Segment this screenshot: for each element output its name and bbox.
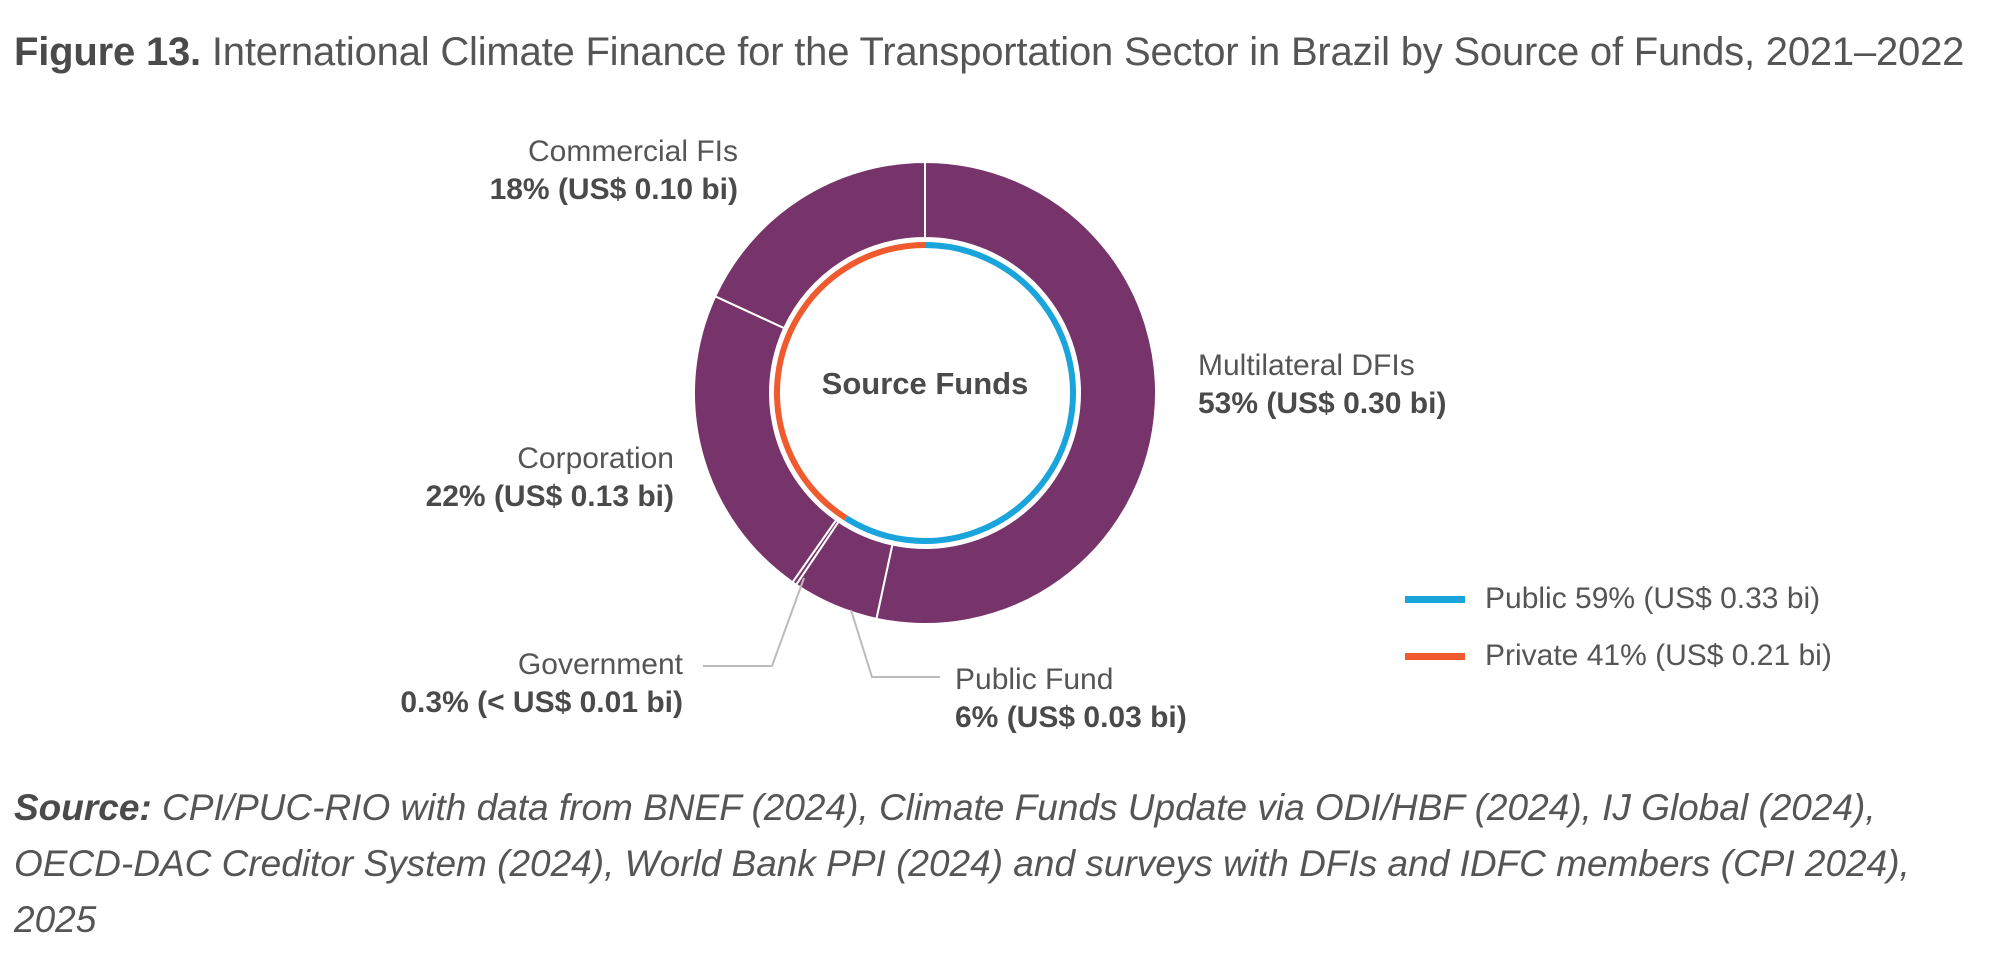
label-public-fund: Public Fund 6% (US$ 0.03 bi): [955, 661, 1187, 737]
legend-label-private: Private 41% (US$ 0.21 bi): [1485, 639, 1832, 672]
label-multilateral-dfis-value: 53% (US$ 0.30 bi): [1198, 387, 1447, 420]
outer-ring: [693, 160, 1157, 625]
inner-ring: [774, 242, 1076, 544]
outer-slice-commercial-fis: [713, 160, 926, 330]
figure-number: Figure 13.: [14, 30, 201, 74]
inner-arc-private: [774, 242, 926, 521]
source-note: Source: CPI/PUC-RIO with data from BNEF …: [14, 780, 1914, 948]
source-text: CPI/PUC-RIO with data from BNEF (2024), …: [14, 787, 1910, 940]
public-fund-leader-line: [850, 609, 940, 678]
label-multilateral-dfis-name: Multilateral DFIs: [1198, 349, 1415, 382]
label-commercial-fis-value: 18% (US$ 0.10 bi): [489, 173, 738, 206]
label-government-name: Government: [517, 648, 683, 681]
inner-arc-public: [844, 242, 1076, 544]
label-government-value: 0.3% (< US$ 0.01 bi): [400, 686, 683, 719]
label-corporation-value: 22% (US$ 0.13 bi): [425, 480, 674, 513]
legend-label-public: Public 59% (US$ 0.33 bi): [1485, 582, 1821, 615]
label-commercial-fis-name: Commercial FIs: [527, 135, 738, 168]
outer-slice-corporation: [693, 294, 838, 584]
label-government: Government 0.3% (< US$ 0.01 bi): [400, 646, 683, 722]
figure-title: Figure 13. International Climate Finance…: [14, 30, 1964, 75]
legend-item-public: Public 59% (US$ 0.33 bi): [1405, 579, 1820, 619]
label-public-fund-value: 6% (US$ 0.03 bi): [955, 701, 1187, 734]
government-leader-line: [703, 577, 805, 667]
outer-slice-multilateral-dfis: [875, 160, 1157, 625]
label-corporation: Corporation 22% (US$ 0.13 bi): [426, 440, 674, 516]
leader-lines: [703, 577, 940, 678]
legend-swatch-public: [1405, 595, 1465, 603]
source-label: Source:: [14, 787, 152, 828]
label-multilateral-dfis: Multilateral DFIs 53% (US$ 0.30 bi): [1198, 347, 1446, 423]
figure-title-text: International Climate Finance for the Tr…: [211, 30, 1965, 74]
label-commercial-fis: Commercial FIs 18% (US$ 0.10 bi): [490, 133, 738, 209]
legend-swatch-private: [1405, 652, 1465, 660]
label-corporation-name: Corporation: [517, 442, 674, 475]
center-label: Source Funds: [821, 366, 1029, 401]
legend-item-private: Private 41% (US$ 0.21 bi): [1405, 636, 1832, 676]
label-public-fund-name: Public Fund: [955, 663, 1114, 696]
